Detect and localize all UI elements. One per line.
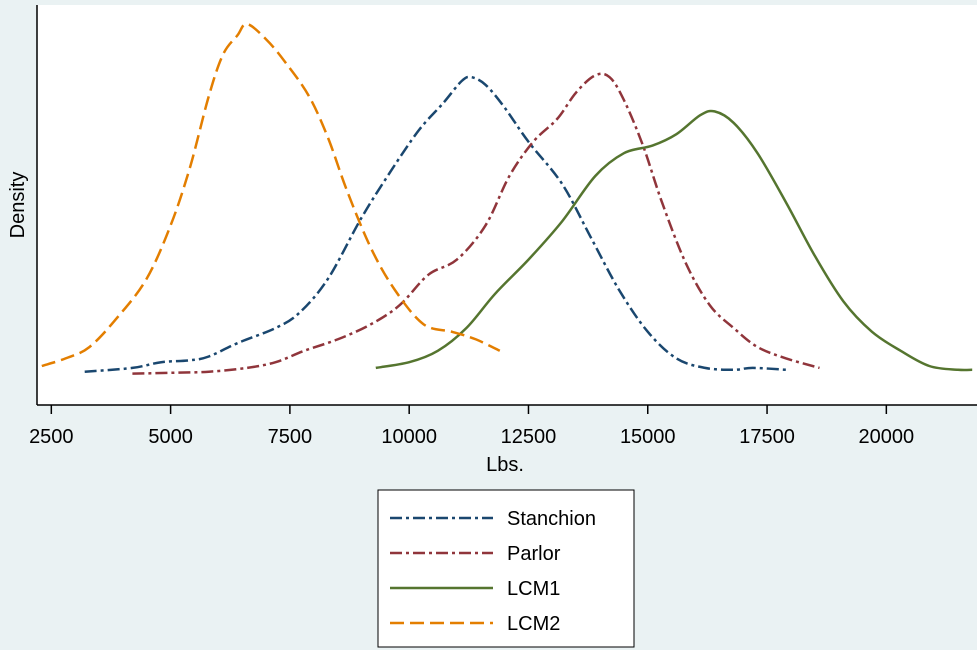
legend-label-lcm2: LCM2: [507, 613, 560, 635]
x-tick-label: 17500: [739, 426, 795, 448]
legend-items: Stanchion Parlor LCM1 LCM2: [390, 508, 596, 635]
series-lines: [41, 22, 973, 375]
x-tick-label: 12500: [501, 426, 557, 448]
legend-box: [377, 489, 635, 648]
legend-label-lcm1: LCM1: [507, 578, 560, 600]
legend: Stanchion Parlor LCM1 LCM2: [377, 489, 635, 648]
x-tick-label: 7500: [268, 426, 313, 448]
x-axis-ticks: 2500 5000 7500 10000 12500 15000 17500 20000: [29, 405, 914, 448]
series-line-lcm1: [375, 109, 973, 372]
x-tick-label: 2500: [29, 426, 74, 448]
legend-label-parlor: Parlor: [507, 543, 561, 565]
x-axis-label: Lbs.: [486, 454, 524, 476]
x-tick-label: 20000: [859, 426, 915, 448]
legend-label-stanchion: Stanchion: [507, 508, 596, 530]
x-tick-label: 15000: [620, 426, 676, 448]
series-line-stanchion: [84, 75, 787, 373]
x-tick-label: 5000: [148, 426, 193, 448]
plot-area: [37, 5, 977, 405]
y-axis-label: Density: [7, 172, 29, 239]
series-line-lcm2: [41, 22, 501, 368]
x-tick-label: 10000: [381, 426, 437, 448]
